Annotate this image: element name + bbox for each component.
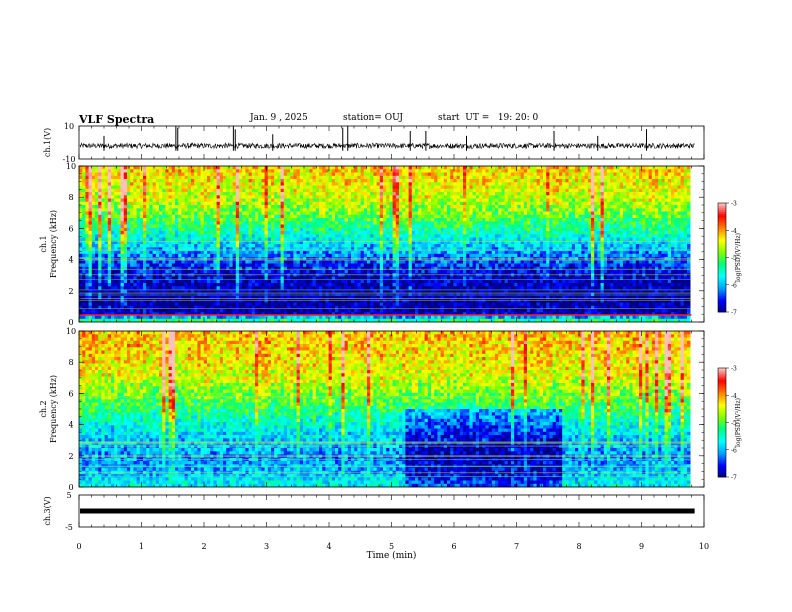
- x-tick-label: 0: [76, 542, 81, 551]
- waveform-ch1-ylabel: ch.1(V): [43, 128, 52, 157]
- spectrogram-ch2-ylabel-frequency: Frequency (kHz): [49, 375, 58, 443]
- x-tick-label: 6: [451, 542, 456, 551]
- spectrogram-ch2-colorbar-label: log(PSD)(V²/Hz): [735, 398, 742, 447]
- y-tick-label: 2: [68, 287, 73, 296]
- colorbar-tick-label: -3: [731, 201, 737, 208]
- y-tick-label: 8: [68, 193, 73, 202]
- y-tick-label: 4: [68, 421, 73, 430]
- x-axis-label: Time (min): [367, 550, 417, 561]
- waveform-ch1-trace: [80, 143, 695, 148]
- y-tick-label: -5: [65, 523, 73, 532]
- spectrogram-ch1-colorbar: [718, 203, 726, 312]
- colorbar-tick-label: -6: [731, 447, 737, 454]
- spectrogram-ch2-ylabel-channel: ch.2: [39, 400, 48, 417]
- spectrogram-ch1-ylabel-frequency: Frequency (kHz): [49, 210, 58, 278]
- y-tick-label: 10: [66, 327, 76, 336]
- x-tick-label: 7: [514, 542, 519, 551]
- y-tick-label: 6: [68, 224, 73, 233]
- colorbar-tick-label: -3: [731, 366, 737, 373]
- y-tick-label: 5: [66, 491, 71, 500]
- x-tick-label: 2: [201, 542, 206, 551]
- x-tick-label: 5: [389, 542, 394, 551]
- y-tick-label: 10: [64, 122, 74, 131]
- waveform-ch3-ylabel: ch.3(V): [43, 496, 52, 525]
- x-tick-label: 3: [264, 542, 269, 551]
- spectrogram-ch1-cells: [79, 166, 691, 322]
- spectrogram-ch2-cells: [79, 331, 691, 487]
- waveform-ch3-trace: [80, 509, 695, 514]
- x-tick-label: 1: [139, 542, 144, 551]
- y-tick-label: 0: [68, 318, 73, 327]
- x-tick-label: 4: [326, 542, 331, 551]
- y-tick-label: 10: [66, 162, 76, 171]
- y-tick-label: 6: [68, 389, 73, 398]
- x-tick-label: 9: [639, 542, 644, 551]
- spectrogram-ch1-colorbar-label: log(PSD)(V²/Hz): [735, 233, 742, 282]
- x-tick-label: 10: [699, 542, 709, 551]
- colorbar-tick-label: -7: [731, 310, 737, 317]
- x-tick-label: 8: [576, 542, 581, 551]
- spectrogram-ch2-colorbar: [718, 368, 726, 477]
- spectrogram-ch1-ylabel-channel: ch.1: [39, 235, 48, 252]
- y-tick-label: 8: [68, 358, 73, 367]
- y-tick-label: 2: [68, 452, 73, 461]
- colorbar-tick-label: -6: [731, 282, 737, 289]
- colorbar-tick-label: -7: [731, 475, 737, 482]
- y-tick-label: 4: [68, 256, 73, 265]
